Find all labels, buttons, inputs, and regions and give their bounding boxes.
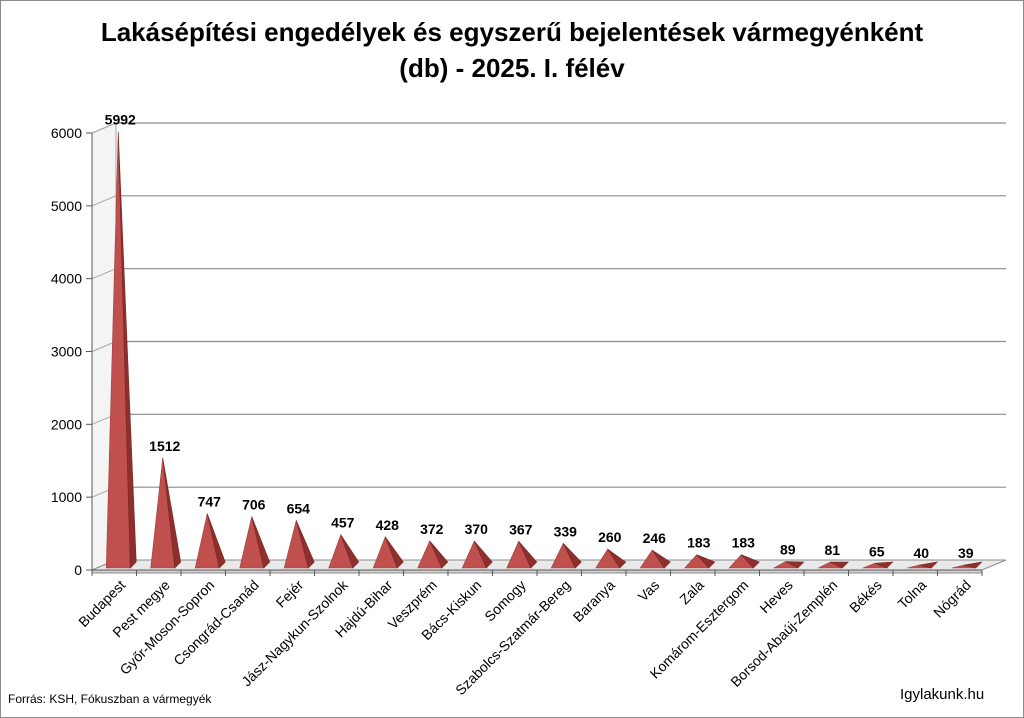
y-tick-label: 1000: [51, 489, 82, 505]
bar-side-face: [117, 131, 137, 569]
bar: [595, 548, 627, 569]
data-label: 457: [331, 515, 355, 531]
bar: [328, 533, 360, 569]
bar: [105, 131, 137, 569]
bar-side-face: [251, 516, 271, 569]
bar: [283, 520, 315, 569]
chart-title-line-1: Lakásépítési engedélyek és egyszerű beje…: [100, 17, 924, 47]
gridline-side-3000: [91, 341, 117, 352]
bar-side-face: [919, 561, 939, 569]
plot-floor: [91, 559, 1007, 571]
x-tick-label: Zala: [676, 577, 707, 608]
bar-side-face: [384, 536, 404, 569]
y-tick-label: 4000: [51, 271, 82, 287]
bar-side-face: [652, 549, 671, 569]
plot-walls: [91, 122, 1007, 574]
bar-side-face: [340, 534, 360, 569]
data-label: 428: [376, 517, 400, 533]
bar-side-face: [473, 540, 493, 569]
y-axis: 0 1000 2000 3000 4000 5000 6000: [51, 125, 93, 578]
data-label: 183: [687, 535, 711, 551]
data-label: 370: [465, 521, 489, 537]
data-label: 747: [198, 494, 222, 510]
bar-side-face: [696, 554, 716, 569]
data-label: 65: [869, 543, 885, 559]
bar: [728, 554, 760, 569]
bar: [773, 561, 805, 569]
bar-side-face: [295, 520, 315, 569]
bar: [550, 542, 582, 569]
data-label: 81: [824, 542, 840, 558]
bar-side-face: [874, 561, 894, 569]
data-label: 89: [780, 542, 796, 558]
x-tick-label: Vas: [635, 577, 663, 605]
brand-label: Igylakunk.hu: [900, 686, 985, 703]
bar-side-face: [785, 561, 805, 569]
data-label: 372: [420, 521, 444, 537]
data-label: 5992: [105, 112, 136, 128]
bar: [417, 540, 449, 569]
bar: [461, 540, 493, 569]
x-tick-label: Nógrád: [930, 577, 974, 621]
x-tick-label: Tolna: [894, 577, 929, 612]
bar: [639, 549, 671, 569]
gridline-side-6000: [91, 122, 117, 134]
data-label: 39: [958, 545, 974, 561]
y-tick-label: 6000: [51, 125, 82, 141]
data-label: 339: [554, 523, 578, 539]
data-label: 1512: [149, 438, 180, 454]
bar: [372, 535, 404, 569]
bars: [105, 131, 983, 569]
data-label: 40: [913, 545, 929, 561]
bar: [684, 554, 716, 569]
chart-title-line-2: (db) - 2025. I. félév: [399, 53, 625, 83]
x-tick-label: Békés: [846, 577, 885, 616]
bar: [194, 513, 226, 569]
gridline-side-4000: [91, 268, 117, 280]
bar-side-face: [518, 541, 538, 569]
x-tick-label: Baranya: [570, 577, 618, 625]
bar-side-face: [830, 561, 849, 569]
y-tick-label: 3000: [51, 344, 82, 360]
bar-side-face: [206, 513, 226, 569]
data-label: 706: [242, 497, 266, 513]
y-tick-label: 0: [74, 562, 82, 578]
y-tick-label: 5000: [51, 198, 82, 214]
bar: [907, 561, 939, 569]
y-tick-label: 2000: [51, 416, 82, 432]
x-tick-label: Csongrád-Csanád: [170, 577, 262, 669]
chart-title: Lakásépítési engedélyek és egyszerű beje…: [0, 14, 1024, 86]
bar-side-face: [607, 548, 627, 569]
x-tick-label: Heves: [756, 577, 795, 616]
bar-side-face: [162, 457, 182, 569]
data-label: 183: [732, 535, 756, 551]
data-label: 367: [509, 521, 533, 537]
data-labels: 5992 1512 747 706 654 457 428 372 370 367 339 260 24…: [105, 112, 974, 562]
bar-side-face: [429, 540, 449, 569]
data-label: 654: [287, 500, 311, 516]
bar-side-face: [741, 554, 760, 569]
bar: [818, 561, 849, 569]
bar: [951, 561, 983, 569]
data-label: 246: [643, 530, 667, 546]
bar: [150, 457, 182, 569]
data-label: 260: [598, 529, 622, 545]
bar: [862, 561, 894, 569]
gridline-side-5000: [91, 195, 117, 207]
bar: [239, 516, 271, 569]
bar: [506, 540, 538, 569]
gridlines: [91, 122, 1006, 498]
source-note: Forrás: KSH, Fókuszban a vármegyék: [8, 692, 212, 706]
x-tick-label: Fejér: [272, 577, 306, 611]
bar-side-face: [963, 561, 983, 569]
bar-side-face: [562, 543, 582, 569]
